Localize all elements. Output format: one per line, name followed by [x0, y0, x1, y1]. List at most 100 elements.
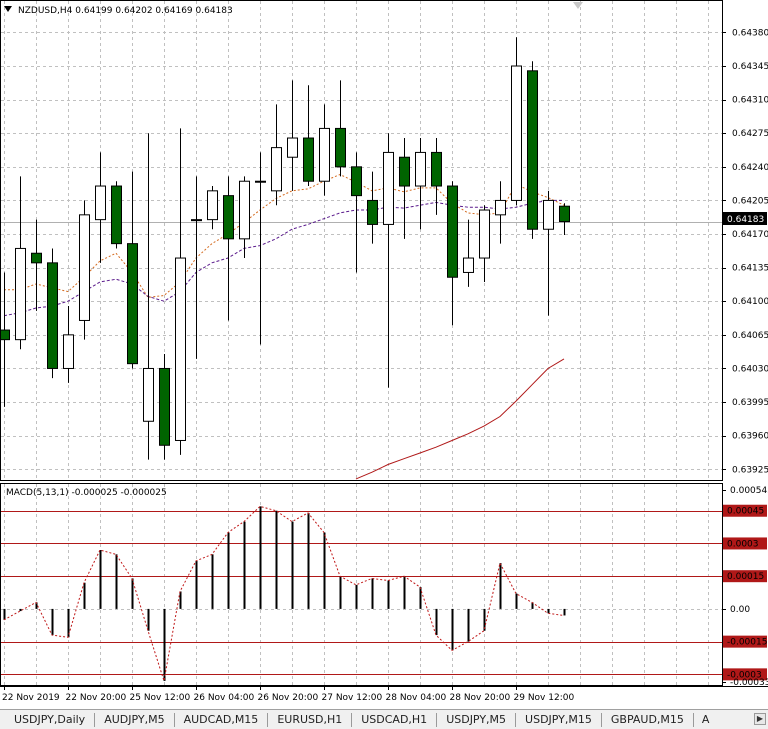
candle[interactable] [511, 37, 522, 206]
candle-body [63, 334, 74, 369]
macd-level-tag [723, 635, 767, 648]
macd-axis-label: -0.00015 [727, 638, 767, 648]
macd-axis: 0.000545 0.00045 0.0003 0.00015 0.00 -0.00015… [722, 486, 768, 688]
candle[interactable] [479, 205, 490, 283]
candle-body [495, 199, 506, 216]
candle[interactable] [127, 171, 138, 369]
price-panel[interactable]: 0.64380 0.64345 0.64310 0.64275 0.64240 0.642… [0, 0, 768, 481]
macd-levels [1, 511, 722, 675]
tab-overflow[interactable]: A [701, 713, 710, 726]
candle-body [367, 199, 378, 225]
tab-usdjpy-m5[interactable]: USDJPY,M5 [437, 712, 517, 727]
tab-eurusd-h1[interactable]: EURUSD,H1 [268, 712, 353, 727]
price-axis-label: 0.63960 [732, 432, 768, 442]
candle[interactable] [31, 219, 42, 311]
price-axis-label: 0.64065 [732, 331, 768, 341]
candle[interactable] [367, 171, 378, 244]
candle[interactable] [415, 138, 426, 230]
macd-axis-label: -0.000335 [730, 678, 768, 688]
candle[interactable] [143, 133, 154, 460]
candle[interactable] [207, 186, 218, 230]
candle[interactable] [383, 133, 394, 388]
candle[interactable] [159, 354, 170, 460]
candle[interactable] [303, 85, 314, 187]
time-axis: 22 Nov 2019 22 Nov 20:00 25 Nov 12:00 26 No… [0, 686, 768, 703]
candle[interactable] [319, 104, 330, 196]
ma-slow-line [3, 199, 564, 317]
triangle-right-icon[interactable]: ▶ [754, 713, 766, 725]
candle[interactable] [47, 248, 58, 379]
candle[interactable] [287, 80, 298, 191]
candle-body [47, 262, 58, 369]
candle[interactable] [175, 128, 186, 455]
candle[interactable] [399, 138, 410, 239]
candle-body [399, 156, 410, 187]
candle[interactable] [527, 61, 538, 239]
candle[interactable] [255, 152, 266, 345]
candle[interactable] [15, 176, 26, 350]
candle[interactable] [559, 203, 570, 235]
candle[interactable] [271, 104, 282, 206]
tab-usdjpy-m15[interactable]: USDJPY,M15 [516, 712, 602, 727]
candle-body [15, 247, 26, 341]
macd-grid [1, 484, 722, 685]
candle-body [95, 185, 106, 221]
price-panel-border [0, 0, 723, 481]
candle-body [447, 185, 458, 278]
candle[interactable] [223, 176, 234, 321]
candle-body [511, 65, 522, 201]
time-axis-label: 28 Nov 04:00 [386, 693, 447, 703]
triangle-down-icon[interactable] [573, 2, 583, 9]
price-axis-label: 0.64030 [732, 364, 768, 374]
price-axis-label: 0.63995 [732, 398, 768, 408]
macd-level-tag [723, 570, 767, 583]
candle[interactable] [79, 200, 90, 340]
candle-body [111, 185, 122, 245]
candle-body [127, 243, 138, 365]
candle-body [431, 151, 442, 187]
candle[interactable] [0, 272, 10, 407]
tab-audcad-m15[interactable]: AUDCAD,M15 [175, 712, 269, 727]
candle-body [335, 127, 346, 168]
candle[interactable] [63, 306, 74, 383]
candle[interactable] [431, 138, 442, 215]
candle[interactable] [447, 181, 458, 326]
candle[interactable] [335, 80, 346, 177]
macd-axis-label: 0.00015 [727, 572, 764, 582]
tab-usdcad-h1[interactable]: USDCAD,H1 [352, 712, 438, 727]
tab-gbpaud-m15[interactable]: GBPAUD,M15 [602, 712, 694, 727]
candle-body [559, 205, 570, 223]
moving-averages [3, 173, 565, 480]
candle-body [239, 180, 250, 240]
candle-body [351, 166, 362, 197]
candle[interactable] [463, 219, 474, 287]
candlesticks[interactable] [0, 37, 570, 460]
time-axis-label: 29 Nov 12:00 [514, 693, 575, 703]
candle-body [271, 147, 282, 192]
candle[interactable] [111, 181, 122, 249]
candle[interactable] [191, 176, 202, 359]
macd-signal-polyline [3, 505, 565, 682]
candle[interactable] [543, 190, 554, 316]
price-axis-label: 0.64135 [732, 264, 768, 274]
tab-usdjpy-daily[interactable]: USDJPY,Daily [0, 712, 96, 727]
candle[interactable] [351, 152, 362, 273]
tab-audjpy-m5[interactable]: AUDJPY,M5 [95, 712, 175, 727]
price-axis-label: 0.64275 [732, 129, 768, 139]
macd-panel[interactable]: 0.000545 0.00045 0.0003 0.00015 0.00 -0.00015… [0, 483, 768, 689]
candle[interactable] [95, 152, 106, 263]
time-axis-label: 25 Nov 12:00 [130, 693, 191, 703]
price-chart-header: NZDUSD,H4 0.64199 0.64202 0.64169 0.6418… [18, 6, 233, 16]
chart-tab-bar: USDJPY,Daily AUDJPY,M5 AUDCAD,M15 EURUSD… [0, 709, 768, 729]
time-axis-label: 22 Nov 2019 [2, 693, 60, 703]
candle-body [0, 329, 10, 341]
candle[interactable] [239, 176, 250, 259]
candle-body [479, 209, 490, 259]
time-axis-label: 26 Nov 20:00 [258, 693, 319, 703]
candle-body [527, 70, 538, 230]
candle-body [543, 199, 554, 230]
candle[interactable] [495, 181, 506, 244]
macd-axis-label: 0.0003 [727, 539, 759, 549]
ma-long-line [355, 358, 565, 480]
